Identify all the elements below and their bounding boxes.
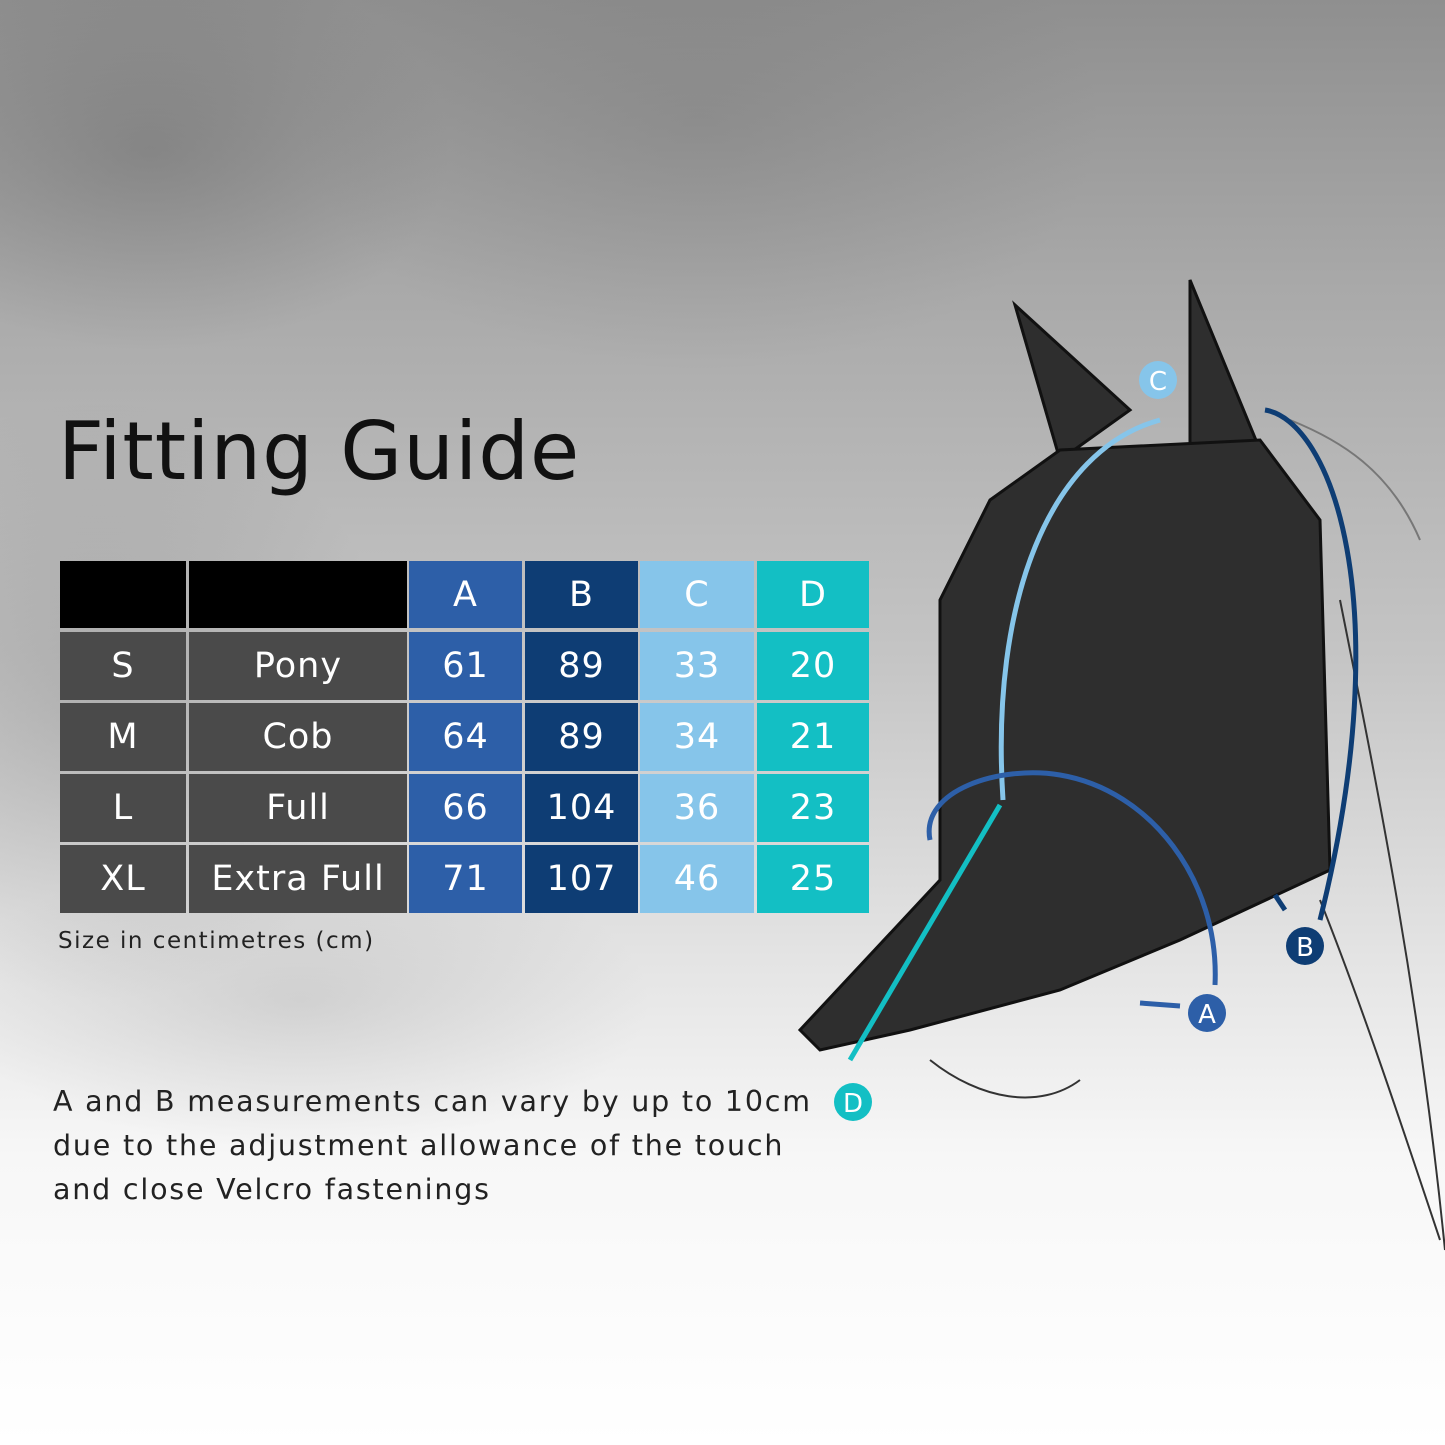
measure-arrows	[847, 407, 1359, 1062]
arrow-b	[1264, 407, 1359, 921]
measurement-cell: 25	[757, 845, 869, 913]
measurement-cell: 20	[757, 632, 869, 700]
arrow-d	[847, 803, 1003, 1062]
measurement-cell: 21	[757, 703, 869, 771]
svg-text:C: C	[1149, 367, 1167, 397]
measurement-cell: 104	[525, 774, 638, 842]
measurement-cell: 107	[525, 845, 638, 913]
measurement-cell: 33	[640, 632, 754, 700]
measurement-note: A and B measurements can vary by up to 1…	[53, 1085, 812, 1206]
measurement-cell: 71	[409, 845, 522, 913]
column-header-d: D	[757, 561, 869, 628]
svg-text:B: B	[1296, 933, 1314, 963]
column-header-b: B	[525, 561, 638, 628]
page-title: Fitting Guide	[58, 405, 581, 498]
label-b: B	[1286, 927, 1324, 965]
measurement-cell: 66	[409, 774, 522, 842]
measurement-cell: 89	[525, 632, 638, 700]
header-blank	[189, 561, 407, 628]
measurement-cell: 61	[409, 632, 522, 700]
header-blank	[60, 561, 186, 628]
size-name-cell: Extra Full	[189, 845, 407, 913]
column-header-a: A	[409, 561, 522, 628]
label-a: A	[1188, 994, 1226, 1032]
fly-mask	[797, 279, 1332, 1052]
size-cell: S	[60, 632, 186, 700]
label-c: C	[1139, 361, 1177, 399]
unit-note: Size in centimetres (cm)	[58, 928, 375, 954]
size-cell: L	[60, 774, 186, 842]
measurement-cell: 64	[409, 703, 522, 771]
measurement-cell: 46	[640, 845, 754, 913]
arrow-c	[998, 417, 1161, 801]
size-name-cell: Pony	[189, 632, 407, 700]
size-cell: XL	[60, 845, 186, 913]
size-cell: M	[60, 703, 186, 771]
svg-text:A: A	[1198, 1000, 1216, 1030]
measurement-cell: 36	[640, 774, 754, 842]
svg-text:D: D	[843, 1089, 863, 1119]
size-name-cell: Cob	[189, 703, 407, 771]
measurement-cell: 89	[525, 703, 638, 771]
column-header-c: C	[640, 561, 754, 628]
arrow-a	[926, 770, 1218, 986]
measurement-cell: 23	[757, 774, 869, 842]
size-name-cell: Full	[189, 774, 407, 842]
measurement-cell: 34	[640, 703, 754, 771]
label-d: D	[834, 1083, 872, 1121]
